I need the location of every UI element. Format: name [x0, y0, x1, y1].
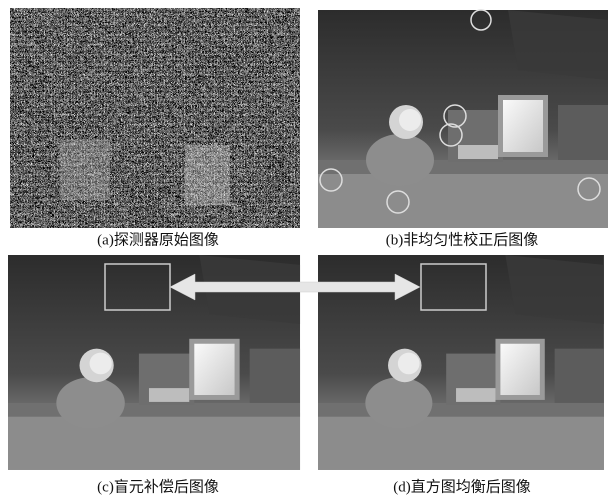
raw-noise — [10, 8, 300, 228]
defect-circle — [439, 123, 463, 147]
defect-circle — [319, 168, 343, 192]
caption: (c)盲元补偿后图像 — [97, 478, 219, 495]
raw-region — [60, 140, 110, 200]
panel-a: (a)探测器原始图像 — [10, 8, 300, 248]
defect-circle — [470, 9, 492, 31]
defect-circle — [443, 104, 467, 128]
double-arrow — [169, 273, 421, 301]
panel-b: (b)非均匀性校正后图像 — [318, 9, 608, 248]
caption: (d)直方图均衡后图像 — [393, 478, 531, 495]
defect-circles — [319, 9, 601, 214]
corrected-image — [318, 10, 608, 228]
panel-d: (d)直方图均衡后图像 — [318, 255, 604, 495]
caption: (a)探测器原始图像 — [97, 231, 219, 248]
roi-box — [420, 263, 487, 311]
caption: (b)非均匀性校正后图像 — [386, 231, 539, 248]
defect-circle — [577, 177, 601, 201]
raw-region — [185, 145, 230, 205]
defect-circle — [386, 190, 410, 214]
